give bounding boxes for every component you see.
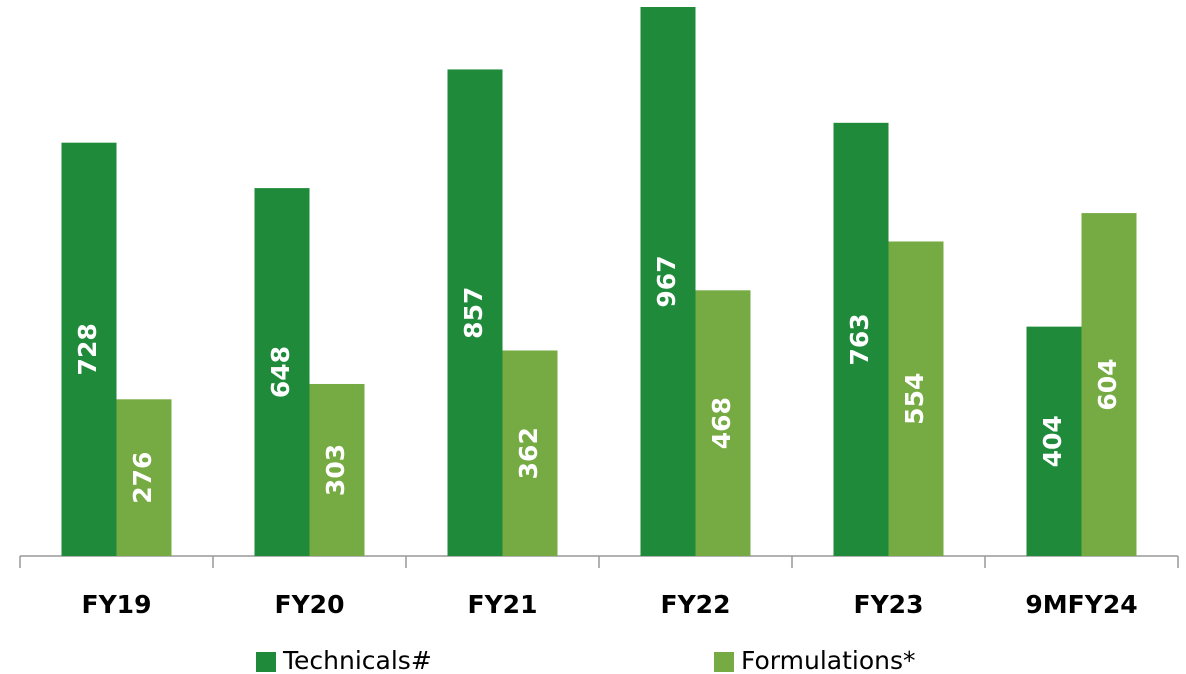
bar — [888, 241, 944, 556]
data-label: 303 — [321, 444, 350, 496]
data-label: 554 — [900, 373, 929, 425]
x-tick-label: FY19 — [82, 590, 152, 619]
data-label: 276 — [128, 452, 157, 504]
legend-label: Technicals# — [282, 646, 432, 674]
data-label: 763 — [845, 313, 874, 365]
bar — [695, 290, 751, 556]
data-label: 857 — [459, 287, 488, 339]
bar — [309, 383, 365, 556]
bar — [640, 7, 696, 556]
data-label: 967 — [652, 255, 681, 307]
bar — [1026, 326, 1082, 556]
legend-label: Formulations* — [741, 646, 916, 674]
data-label: 604 — [1093, 358, 1122, 410]
data-label: 362 — [514, 427, 543, 479]
data-label: 404 — [1038, 415, 1067, 467]
x-tick-label: FY23 — [854, 590, 924, 619]
bar — [833, 122, 889, 556]
data-label: 648 — [266, 346, 295, 398]
x-tick-label: FY20 — [275, 590, 345, 619]
bar — [254, 188, 310, 556]
x-tick-label: FY22 — [661, 590, 731, 619]
bar — [502, 350, 558, 556]
bar — [116, 399, 172, 556]
legend-swatch — [714, 652, 734, 672]
bar — [447, 69, 503, 557]
x-tick-label: 9MFY24 — [1025, 590, 1137, 619]
data-label: 468 — [707, 397, 736, 449]
x-tick-label: FY21 — [468, 590, 538, 619]
legend-swatch — [256, 652, 276, 672]
data-label: 728 — [73, 323, 102, 375]
bar — [1081, 213, 1137, 557]
bar — [61, 142, 117, 556]
